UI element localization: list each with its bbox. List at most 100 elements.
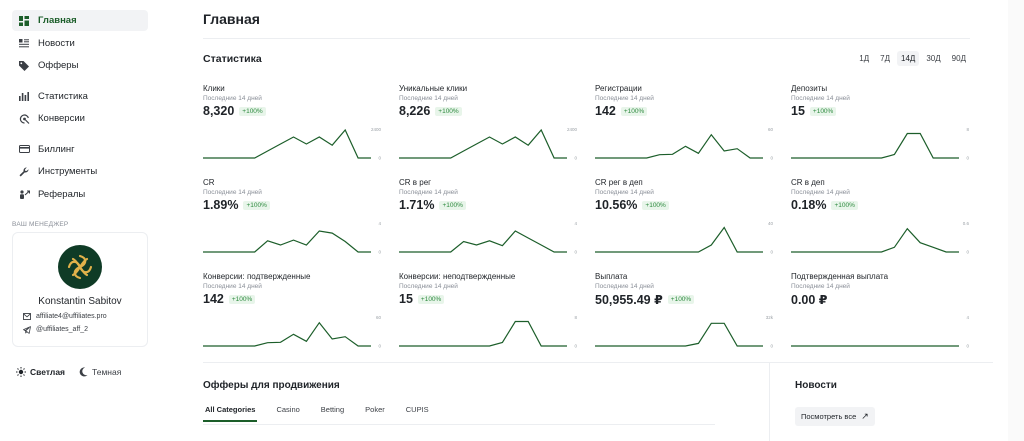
stat-period: Последние 14 дней (203, 95, 262, 102)
theme-switcher: Светлая Темная (12, 365, 148, 379)
nav-gap (12, 131, 148, 139)
theme-dark-button[interactable]: Темная (75, 365, 125, 379)
sidebar-item-2[interactable]: Офферы (12, 55, 148, 76)
page-title: Главная (203, 11, 260, 27)
sidebar-item-label: Конверсии (38, 113, 85, 124)
manager-telegram-row[interactable]: @uffiliates_aff_2 (21, 325, 139, 334)
period-tab-0[interactable]: 1Д (859, 54, 870, 63)
y-max-tick: 60 (768, 127, 774, 132)
sparkline-chart: 60 0 (595, 127, 774, 161)
period-tab-2[interactable]: 14Д (897, 51, 920, 66)
y-min-tick: 0 (966, 250, 969, 255)
category-tab-1[interactable]: Casino (276, 405, 300, 414)
category-tabs: All Categories Casino Betting Poker CUPIS (203, 403, 448, 422)
sidebar-item-6[interactable]: Инструменты (12, 161, 148, 182)
y-max-tick: 8 (966, 127, 969, 132)
stat-period: Последние 14 дней (791, 95, 850, 102)
y-max-tick: 40 (768, 221, 774, 226)
stat-value: 10.56% (595, 198, 638, 212)
sparkline-chart: 80 (399, 315, 577, 349)
y-max-tick: 0.6 (963, 221, 970, 226)
sun-icon (16, 366, 26, 377)
stat-period: Последние 14 дней (791, 283, 850, 290)
y-max-tick: 32k (766, 315, 774, 320)
news-section: Новости Посмотреть все ↗ (769, 362, 993, 441)
sidebar-item-label: Статистика (38, 90, 88, 102)
y-min-tick: 0 (966, 344, 969, 349)
y-min-tick: 0 (770, 250, 773, 255)
manager-email-row[interactable]: affiliate4@uffiliates.pro (21, 313, 139, 320)
sparkline-series (595, 226, 763, 253)
y-max-tick: 4 (574, 221, 577, 226)
stat-card: Подтвержденная выплата Последние 14 дней 0… (791, 272, 971, 362)
news-title: Новости (795, 380, 837, 391)
stat-card: Уникальные клики Последние 14 дней 8,226 +1… (399, 84, 579, 174)
sparkline-series (791, 227, 959, 253)
scrollbar[interactable] (1008, 0, 1024, 441)
arrow-up-right-icon: ↗ (861, 411, 869, 421)
period-tab-4[interactable]: 90Д (951, 54, 966, 63)
stat-label: Подтвержденная выплата (791, 272, 889, 281)
sidebar-item-5[interactable]: Биллинг (12, 139, 148, 160)
offers-section: Офферы для продвижения All Categories Cas… (203, 362, 769, 441)
theme-light-button[interactable]: Светлая (12, 365, 69, 379)
stat-card: CR в деп Последние 14 дней 0.18% +100% 0.6 0 (791, 178, 971, 268)
telegram-icon (23, 325, 33, 334)
stat-value: 8,320 (203, 104, 235, 118)
change-badge: +100% (831, 200, 858, 210)
sparkline-series (595, 133, 763, 159)
category-tab-0[interactable]: All Categories (203, 403, 258, 422)
stat-label: CR рег в деп (595, 178, 643, 187)
category-tab-4[interactable]: CUPIS (405, 405, 429, 414)
manager-telegram: @uffiliates_aff_2 (36, 326, 88, 333)
y-max-tick: 8 (574, 315, 577, 320)
category-tab-2[interactable]: Betting (320, 405, 345, 414)
change-badge: +100% (228, 294, 256, 304)
change-badge: +100% (642, 200, 669, 210)
stat-value: 15 (399, 292, 413, 306)
stat-card: Депозиты Последние 14 дней 15 +100% 8 0 (791, 84, 971, 174)
manager-email: affiliate4@uffiliates.pro (36, 312, 107, 320)
stat-value: 15 (791, 104, 805, 118)
change-badge: +100% (439, 200, 466, 210)
conversions-icon (16, 113, 32, 124)
period-tabs: 1Д 7Д 14Д 30Д 90Д (852, 51, 970, 66)
news-icon (16, 38, 32, 48)
mail-icon (23, 312, 33, 320)
y-min-tick: 0 (574, 156, 577, 161)
stat-label: Регистрации (595, 84, 642, 93)
y-min-tick: 0 (378, 156, 381, 161)
y-min-tick: 0 (378, 344, 381, 349)
stat-label: Уникальные клики (399, 84, 468, 93)
sparkline-chart: 40 0 (595, 221, 774, 255)
bar-chart-icon (16, 91, 32, 101)
stat-label: Клики (203, 84, 225, 93)
sidebar-item-0[interactable]: Главная (12, 10, 148, 31)
period-tab-3[interactable]: 30Д (926, 54, 941, 63)
category-tab-3[interactable]: Poker (365, 405, 385, 414)
change-badge: +100% (620, 106, 648, 116)
sidebar-item-7[interactable]: Рефералы (12, 184, 148, 205)
sidebar-item-3[interactable]: Статистика (12, 86, 148, 107)
manager-card: Konstantin Sabitov affiliate4@uffiliates… (12, 231, 148, 347)
sidebar-item-label: Биллинг (38, 143, 75, 155)
sidebar-item-label: Главная (38, 15, 77, 26)
stat-card: Регистрации Последние 14 дней 142 +100% 60 0 (595, 84, 775, 174)
period-tab-1[interactable]: 7Д (880, 54, 891, 63)
manager-name: Konstantin Sabitov (38, 295, 122, 307)
stat-label: Конверсии: неподтвержденные (399, 272, 516, 281)
sidebar-item-4[interactable]: Конверсии (12, 108, 148, 129)
stat-label: CR в рег (399, 178, 432, 187)
sidebar: Главная Новости Офферы Статистика Конверсии Б… (0, 0, 160, 441)
stat-label: CR (203, 178, 215, 187)
sidebar-item-1[interactable]: Новости (12, 33, 148, 54)
offers-title: Офферы для продвижения (203, 380, 340, 391)
stat-period: Последние 14 дней (791, 189, 850, 196)
y-min-tick: 0 (770, 156, 773, 161)
change-badge: +100% (809, 106, 837, 116)
dashboard-icon (16, 15, 32, 26)
view-all-news-button[interactable]: Посмотреть все ↗ (795, 407, 875, 426)
sparkline-chart: 60 0 (203, 315, 381, 349)
avatar (58, 244, 102, 289)
stat-value: 8,226 (399, 104, 431, 118)
